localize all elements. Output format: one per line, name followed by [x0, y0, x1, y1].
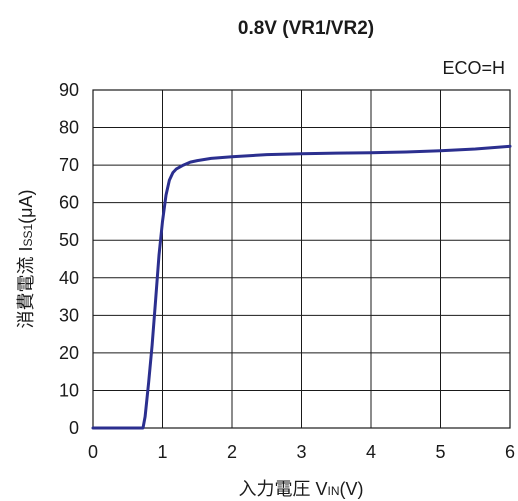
x-axis-label: 入力電圧 VIN(V): [238, 479, 363, 499]
x-tick-labels: 0 1 2 3 4 5 6: [88, 442, 515, 462]
y-tick-label: 30: [59, 305, 79, 325]
plot-frame: [92, 89, 511, 429]
y-tick-label: 80: [59, 118, 79, 138]
y-axis-label-prefix: 消費電流 I: [16, 247, 36, 329]
chart-title: 0.8V (VR1/VR2): [238, 18, 374, 39]
x-tick-label: 0: [88, 442, 98, 462]
y-tick-label: 40: [59, 268, 79, 288]
x-axis-label-suffix: (V): [340, 479, 364, 499]
x-tick-label: 4: [366, 442, 376, 462]
x-axis-label-prefix: 入力電圧 V: [238, 479, 327, 499]
y-axis-label-suffix: (μA): [16, 189, 36, 223]
x-tick-label: 5: [435, 442, 445, 462]
y-tick-label: 10: [59, 380, 79, 400]
y-tick-label: 70: [59, 155, 79, 175]
x-tick-label: 3: [296, 442, 306, 462]
x-tick-label: 2: [227, 442, 237, 462]
y-axis-label: 消費電流 ISS1(μA): [16, 189, 36, 328]
x-axis-label-sub: IN: [328, 484, 340, 498]
y-tick-label: 0: [69, 418, 79, 438]
y-axis-label-sub: SS1: [21, 224, 35, 247]
y-tick-label: 20: [59, 343, 79, 363]
y-tick-labels: 0 10 20 30 40 50 60 70 80 90: [59, 80, 79, 438]
eco-annotation: ECO=H: [442, 58, 505, 78]
x-tick-label: 6: [505, 442, 515, 462]
y-tick-label: 50: [59, 230, 79, 250]
y-tick-label: 90: [59, 80, 79, 100]
x-tick-label: 1: [157, 442, 167, 462]
y-tick-label: 60: [59, 193, 79, 213]
series-line: [91, 144, 512, 430]
